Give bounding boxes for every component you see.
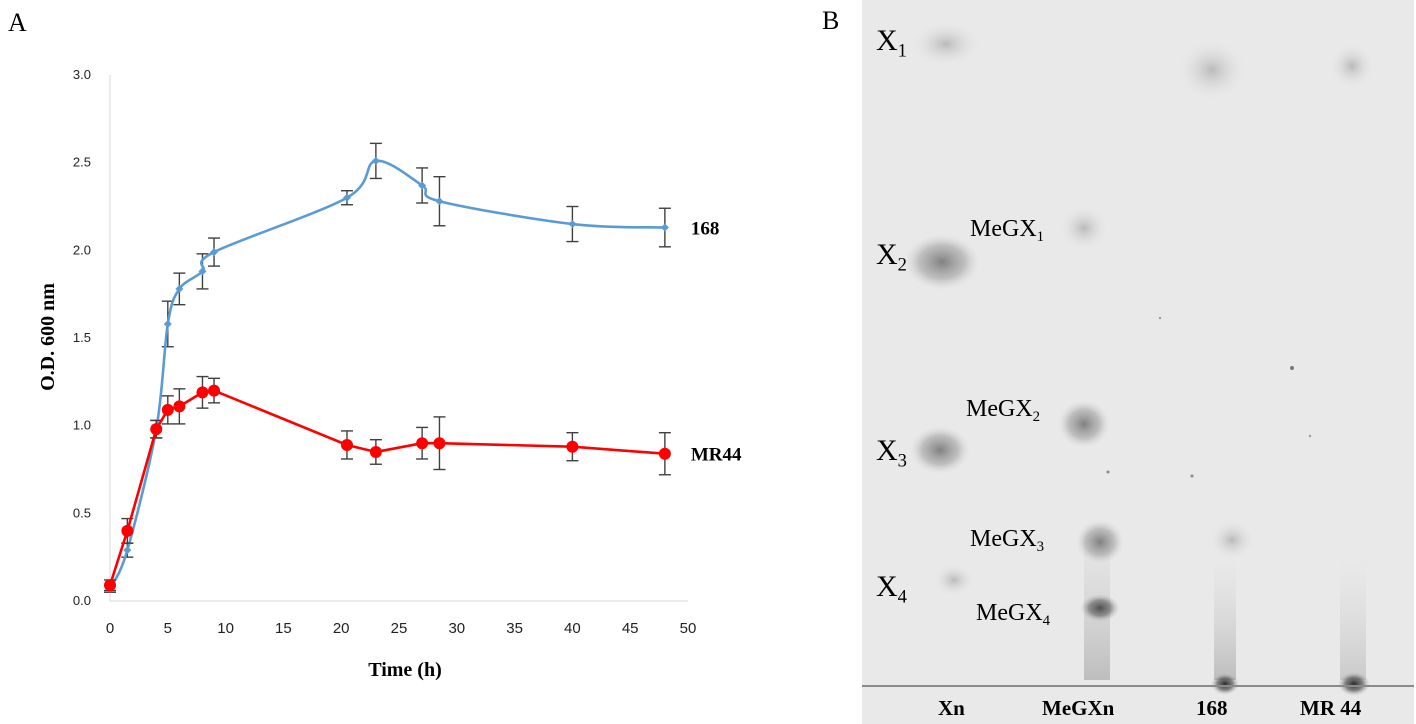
- tlc-plate: X1 X2 X3 X4 MeGX1 MeGX2 MeGX3 MeGX4 Xn M…: [862, 0, 1414, 724]
- standard-x3-label: X3: [876, 434, 907, 472]
- tlc-plate-image: [862, 0, 1414, 724]
- y-tick-label: 1.5: [73, 330, 91, 345]
- x-tick-label: 5: [164, 620, 172, 637]
- data-point: [435, 197, 444, 206]
- lane-label-xn: Xn: [938, 696, 965, 720]
- series-label: 168: [691, 219, 720, 240]
- x-tick-label: 35: [506, 620, 523, 637]
- data-point: [566, 440, 579, 453]
- megx3-label: MeGX3: [970, 526, 1045, 556]
- data-point: [416, 437, 429, 450]
- series-line: [108, 389, 665, 586]
- series-168: 168: [104, 142, 720, 593]
- series-mr44: MR44: [104, 375, 742, 592]
- data-point: [104, 579, 116, 592]
- data-point: [150, 423, 163, 436]
- data-point: [196, 386, 209, 399]
- y-tick-label: 2.5: [73, 155, 91, 170]
- data-point: [342, 193, 351, 202]
- megx4-label: MeGX4: [976, 600, 1051, 630]
- data-point: [418, 181, 427, 190]
- series-line: [108, 159, 665, 590]
- data-point: [163, 319, 172, 328]
- y-tick-label: 1.0: [73, 418, 91, 433]
- lane-label-megxn: MeGXn: [1042, 696, 1115, 720]
- data-point: [175, 284, 184, 293]
- data-point: [210, 248, 219, 257]
- x-tick-label: 40: [564, 620, 581, 637]
- x-tick-label: 50: [680, 620, 697, 637]
- megx2-label: MeGX2: [966, 396, 1041, 426]
- y-axis-label: O.D. 600 nm: [37, 283, 59, 391]
- data-point: [660, 223, 669, 232]
- data-point: [658, 447, 671, 460]
- x-tick-label: 0: [106, 620, 114, 637]
- y-tick-label: 2.0: [73, 242, 91, 257]
- panel-b-label: B: [822, 6, 840, 35]
- series-label: MR44: [691, 445, 742, 466]
- data-point: [161, 403, 174, 416]
- data-point: [198, 267, 207, 276]
- x-tick-labels: 0 5 10 15 20 25 30 35 40 45 50: [106, 620, 697, 637]
- lane-label-168: 168: [1196, 696, 1228, 720]
- data-point: [123, 546, 132, 555]
- y-tick-labels: 0.0 0.5 1.0 1.5 2.0 2.5 3.0: [73, 67, 91, 608]
- data-point: [208, 384, 221, 397]
- x-tick-label: 25: [391, 620, 408, 637]
- growth-curve-chart: 0 5 10 15 20 25 30 35 40 45 50 0.0 0.5 1.0 1.5 2.0 2.5 3…: [37, 67, 742, 681]
- chart-axes: [109, 75, 688, 602]
- y-tick-label: 0.0: [73, 593, 91, 608]
- data-point: [340, 438, 353, 451]
- data-point: [568, 220, 577, 229]
- x-tick-label: 15: [275, 620, 292, 637]
- standard-x1-label: X1: [876, 24, 907, 62]
- y-tick-label: 3.0: [73, 67, 91, 82]
- data-point: [173, 400, 186, 413]
- x-axis-label: Time (h): [368, 659, 442, 681]
- x-tick-label: 45: [622, 620, 639, 637]
- standard-x4-label: X4: [876, 570, 907, 608]
- megx1-label: MeGX1: [970, 216, 1045, 246]
- panel-a-label: A: [8, 8, 27, 37]
- x-tick-label: 20: [333, 620, 350, 637]
- lane-label-mr44: MR 44: [1300, 696, 1362, 720]
- data-point: [121, 524, 134, 537]
- data-point: [433, 437, 446, 450]
- data-point: [369, 445, 382, 458]
- x-tick-label: 30: [448, 620, 465, 637]
- data-point: [371, 156, 380, 165]
- series-layer: 168 MR44: [104, 142, 742, 593]
- x-tick-label: 10: [217, 620, 234, 637]
- y-tick-label: 0.5: [73, 505, 91, 520]
- standard-x2-label: X2: [876, 238, 907, 276]
